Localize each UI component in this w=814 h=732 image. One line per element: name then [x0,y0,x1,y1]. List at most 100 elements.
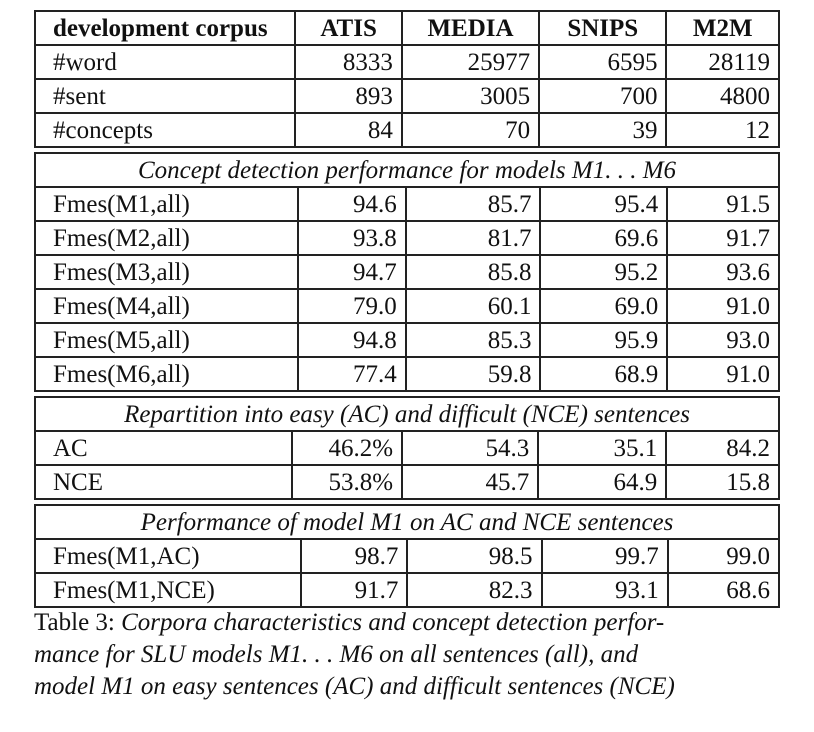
cell: 91.0 [666,356,780,392]
cell: 85.3 [404,322,542,358]
cell: 94.8 [297,322,407,358]
cell: 28119 [665,44,780,80]
cell: 68.9 [539,356,669,392]
cell: 93.1 [540,572,669,608]
header-m2m: M2M [665,10,780,46]
row-label: #concepts [33,112,297,148]
cell: 79.0 [297,288,407,324]
table-row: #concepts 84 70 39 12 [33,112,780,148]
cell: 93.0 [666,322,780,358]
table-row: #sent 893 3005 700 4800 [33,78,780,114]
caption-line-2: mance for SLU models M1. . . M6 on all s… [34,641,639,668]
row-label: Fmes(M2,all) [33,220,300,256]
cell: 700 [538,78,668,114]
repartition-table: Repartition into easy (AC) and difficult… [34,396,780,500]
section-title-row: Performance of model M1 on AC and NCE se… [34,504,780,540]
cell: 95.9 [539,322,669,358]
row-label: AC [34,430,293,466]
cell: 81.7 [404,220,542,256]
cell: 95.2 [539,254,669,290]
cell: 95.4 [539,186,669,222]
cell: 4800 [665,78,780,114]
cell: 15.8 [665,464,780,500]
cell: 54.3 [401,430,540,466]
cell: 12 [665,112,780,148]
table-row: #word 8333 25977 6595 28119 [33,44,780,80]
table-row: AC 46.2% 54.3 35.1 84.2 [34,430,780,466]
cell: 98.7 [299,538,409,574]
section-title-row: Repartition into easy (AC) and difficult… [34,396,780,432]
section-title: Concept detection performance for models… [34,152,780,188]
row-label: Fmes(M6,all) [33,356,300,392]
table-row: Fmes(M4,all) 79.0 60.1 69.0 91.0 [33,288,780,324]
table-caption: Table 3: Corpora characteristics and con… [34,607,780,703]
cell: 893 [294,78,403,114]
m1-performance-table: Performance of model M1 on AC and NCE se… [34,504,781,608]
header-media: MEDIA [400,10,541,46]
cell: 69.0 [539,288,669,324]
cell: 91.7 [299,572,409,608]
cell: 94.6 [297,186,407,222]
cell: 84.2 [665,430,780,466]
row-label: #sent [33,78,297,114]
table-row: Fmes(M6,all) 77.4 59.8 68.9 91.0 [33,356,780,392]
cell: 98.5 [406,538,543,574]
cell: 8333 [294,44,403,80]
row-label: Fmes(M3,all) [33,254,300,290]
cell: 46.2% [290,430,404,466]
cell: 68.6 [666,572,781,608]
cell: 69.6 [539,220,669,256]
cell: 64.9 [537,464,668,500]
cell: 6595 [538,44,668,80]
corpus-stats-table: development corpus ATIS MEDIA SNIPS M2M … [33,10,780,148]
table-row: NCE 53.8% 45.7 64.9 15.8 [34,464,780,500]
cell: 85.8 [404,254,542,290]
cell: 45.7 [401,464,540,500]
cell: 99.7 [540,538,669,574]
row-label: Fmes(M1,all) [33,186,300,222]
cell: 59.8 [404,356,542,392]
row-label: Fmes(M4,all) [33,288,300,324]
row-label: NCE [34,464,293,500]
header-corpus-label: development corpus [33,10,297,46]
table-row: Fmes(M1,AC) 98.7 98.5 99.7 99.0 [34,538,781,574]
header-atis: ATIS [294,10,403,46]
cell: 60.1 [404,288,542,324]
cell: 91.5 [666,186,780,222]
table-row: Fmes(M1,all) 94.6 85.7 95.4 91.5 [33,186,780,222]
concept-detection-table: Concept detection performance for models… [33,152,780,392]
cell: 25977 [400,44,541,80]
cell: 93.6 [666,254,780,290]
row-label: Fmes(M5,all) [33,322,300,358]
cell: 70 [400,112,541,148]
cell: 35.1 [537,430,668,466]
cell: 39 [538,112,668,148]
cell: 94.7 [297,254,407,290]
section-title-row: Concept detection performance for models… [34,152,780,188]
cell: 93.8 [297,220,407,256]
caption-prefix: Table 3: [34,609,122,636]
cell: 3005 [400,78,541,114]
section-title: Performance of model M1 on AC and NCE se… [34,504,780,540]
caption-line-3: model M1 on easy sentences (AC) and diff… [34,673,675,700]
cell: 82.3 [406,572,543,608]
table-header-row: development corpus ATIS MEDIA SNIPS M2M [33,10,780,46]
cell: 91.0 [666,288,780,324]
row-label: #word [33,44,297,80]
cell: 85.7 [404,186,542,222]
cell: 77.4 [297,356,407,392]
cell: 53.8% [290,464,404,500]
table-row: Fmes(M2,all) 93.8 81.7 69.6 91.7 [33,220,780,256]
caption-line-1: Table 3: Corpora characteristics and con… [34,607,780,639]
row-label: Fmes(M1,NCE) [34,572,302,608]
cell: 91.7 [666,220,780,256]
section-title: Repartition into easy (AC) and difficult… [34,396,780,432]
cell: 84 [294,112,403,148]
row-label: Fmes(M1,AC) [34,538,302,574]
header-snips: SNIPS [538,10,668,46]
table-row: Fmes(M3,all) 94.7 85.8 95.2 93.6 [33,254,780,290]
table-row: Fmes(M5,all) 94.8 85.3 95.9 93.0 [33,322,780,358]
table-row: Fmes(M1,NCE) 91.7 82.3 93.1 68.6 [34,572,781,608]
cell: 99.0 [666,538,781,574]
caption-text: Corpora characteristics and concept dete… [121,609,665,636]
